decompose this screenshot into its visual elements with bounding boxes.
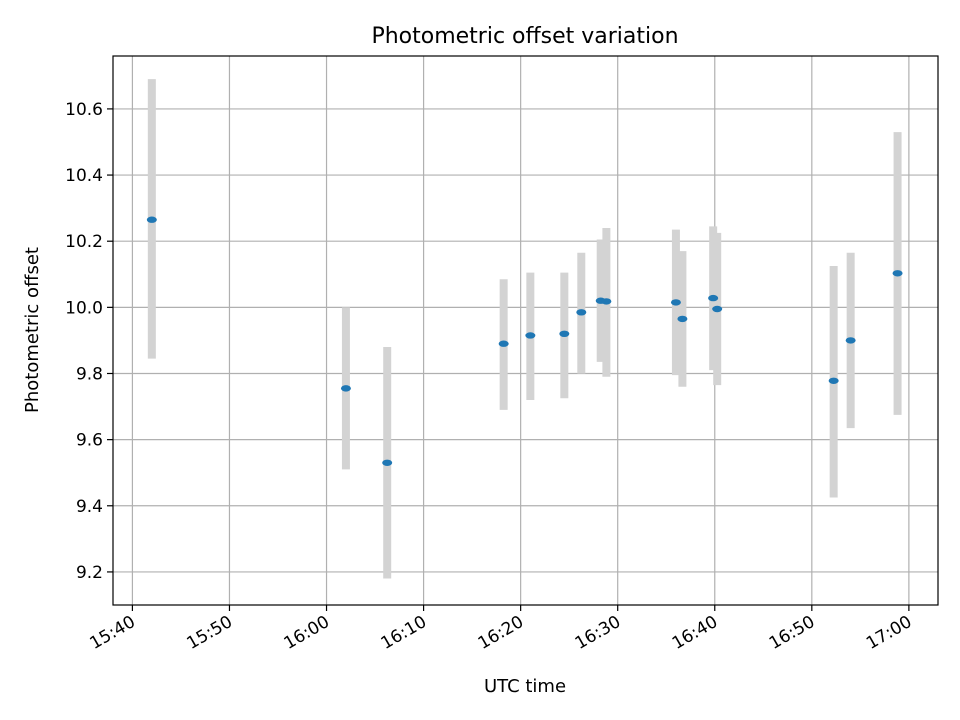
data-point bbox=[712, 305, 723, 313]
data-point bbox=[601, 298, 612, 305]
x-tick-label: 16:50 bbox=[766, 612, 818, 654]
x-tick-label: 17:00 bbox=[863, 612, 915, 654]
data-point bbox=[892, 270, 903, 277]
data-point bbox=[828, 377, 839, 384]
error-bars bbox=[147, 79, 902, 579]
data-point bbox=[559, 330, 570, 338]
data-point bbox=[525, 332, 536, 339]
x-tick-label: 16:40 bbox=[669, 612, 721, 654]
data-point bbox=[340, 385, 351, 392]
x-tick-label: 16:00 bbox=[281, 612, 333, 654]
data-point bbox=[708, 294, 719, 302]
data-point bbox=[382, 459, 393, 466]
y-tick-label: 10.4 bbox=[65, 166, 103, 186]
y-tick-label: 9.6 bbox=[76, 431, 103, 451]
y-axis-label: Photometric offset bbox=[22, 247, 43, 413]
x-tick-label: 16:20 bbox=[475, 612, 527, 654]
x-tick-label: 16:10 bbox=[378, 612, 430, 654]
x-tick-label: 16:30 bbox=[572, 612, 624, 654]
data-point bbox=[670, 299, 681, 306]
data-points bbox=[146, 216, 903, 466]
grid bbox=[113, 56, 938, 605]
plot-frame bbox=[112, 55, 939, 606]
chart-title: Photometric offset variation bbox=[371, 24, 678, 49]
y-tick-label: 10.0 bbox=[65, 298, 103, 318]
data-point bbox=[845, 337, 856, 344]
y-tick-label: 9.2 bbox=[76, 563, 103, 583]
x-axis-ticks: 15:40 15:50 16:00 16:10 16:20 16:30 16:40 16:50… bbox=[86, 605, 915, 654]
data-point bbox=[677, 315, 688, 323]
y-tick-label: 9.8 bbox=[76, 364, 103, 384]
data-point bbox=[498, 340, 509, 347]
data-point bbox=[146, 216, 157, 223]
x-tick-label: 15:50 bbox=[184, 612, 236, 654]
x-axis-label: UTC time bbox=[484, 676, 566, 697]
y-tick-label: 10.2 bbox=[65, 232, 103, 252]
y-tick-label: 10.6 bbox=[65, 100, 103, 120]
y-axis-ticks: 9.2 9.4 9.6 9.8 10.0 10.2 10.4 10.6 bbox=[65, 100, 113, 583]
y-tick-label: 9.4 bbox=[76, 497, 103, 517]
data-point bbox=[576, 309, 587, 316]
x-tick-label: 15:40 bbox=[86, 612, 138, 654]
